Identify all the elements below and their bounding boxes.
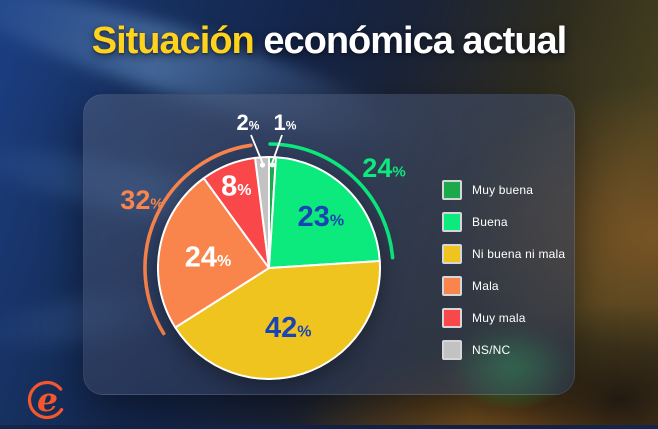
legend-item-ns-nc: NS/NC: [442, 340, 565, 360]
legend: Muy buena Buena Ni buena ni mala Mala Muy ma…: [442, 180, 565, 360]
pie-slice-mala: [157, 177, 270, 329]
slice-value-mala: 24%: [185, 241, 232, 273]
logo-letter-e: e: [37, 380, 58, 419]
legend-swatch-ns-nc: [442, 340, 462, 360]
legend-item-muy-buena: Muy buena: [442, 180, 565, 200]
publisher-logo: e: [20, 374, 74, 424]
pie-slice-ns-nc: [254, 156, 270, 269]
callout-value-ns-nc: 2%: [237, 110, 260, 135]
pie-slice-ni-buena-ni-mala: [174, 260, 381, 380]
pie-slices: [157, 156, 381, 380]
callout-dot-ns-nc: [259, 162, 266, 168]
aggregate-arcs: 24% 32%: [120, 142, 406, 336]
legend-label: Muy mala: [472, 311, 526, 325]
title-highlight: Situación: [91, 20, 255, 62]
pie-slice-buena: [268, 156, 381, 269]
slice-value-labels: 23% 42% 24% 8%: [185, 170, 344, 344]
slice-value-muy-mala: 8%: [221, 170, 251, 202]
aggregate-arc-1: [143, 143, 253, 336]
legend-label: NS/NC: [472, 343, 511, 357]
legend-label: Buena: [472, 215, 508, 229]
legend-swatch-muy-buena: [442, 180, 462, 200]
legend-swatch-ni-buena-ni-mala: [442, 244, 462, 264]
callout-leader-muy-buena: [271, 134, 283, 164]
aggregate-arc-value-0: 24%: [362, 153, 405, 183]
aggregate-arc-0: [268, 142, 395, 260]
page-title: Situación económica actual: [0, 20, 658, 63]
legend-item-buena: Buena: [442, 212, 565, 232]
aggregate-arc-value-1: 32%: [120, 185, 163, 215]
slice-value-ni-buena-ni-mala: 42%: [265, 312, 312, 344]
callout-labels: 2% 1%: [237, 110, 297, 168]
legend-label: Ni buena ni mala: [472, 247, 566, 261]
callout-value-muy-buena: 1%: [274, 110, 297, 135]
legend-item-mala: Mala: [442, 276, 565, 296]
callout-leader-ns-nc: [250, 134, 264, 164]
legend-swatch-buena: [442, 212, 462, 232]
legend-label: Muy buena: [472, 183, 534, 197]
legend-item-muy-mala: Muy mala: [442, 308, 565, 328]
logo-swirl: [27, 380, 67, 420]
callout-dot-muy-buena: [269, 162, 275, 168]
slice-value-buena: 23%: [298, 201, 345, 233]
legend-label: Mala: [472, 279, 499, 293]
legend-swatch-muy-mala: [442, 308, 462, 328]
title-rest: económica actual: [263, 20, 567, 62]
legend-swatch-mala: [442, 276, 462, 296]
legend-item-ni-buena-ni-mala: Ni buena ni mala: [442, 244, 565, 264]
